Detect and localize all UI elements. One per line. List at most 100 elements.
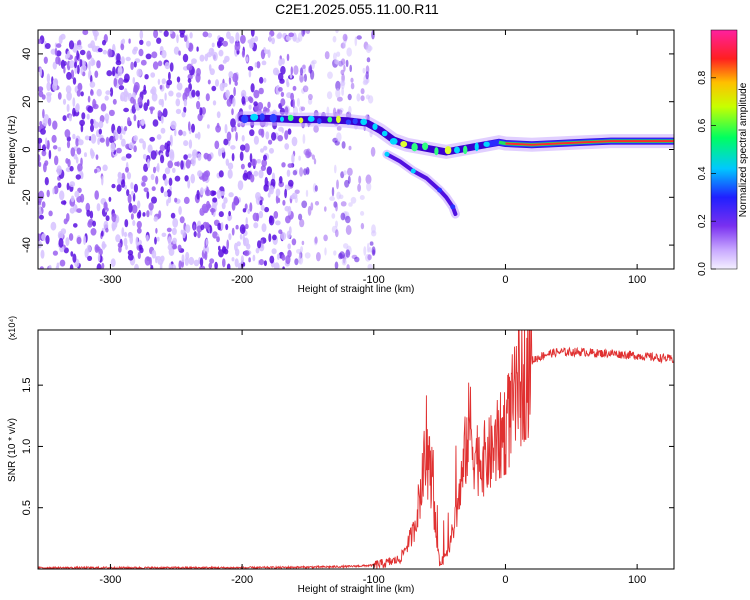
- noise-speck: [164, 167, 171, 175]
- noise-speck: [57, 182, 62, 189]
- noise-speck: [197, 153, 202, 161]
- noise-speck: [285, 255, 291, 265]
- noise-speck: [128, 38, 131, 44]
- noise-speck: [333, 52, 337, 61]
- noise-speck: [223, 197, 228, 204]
- noise-speck: [160, 115, 164, 124]
- noise-speck: [153, 166, 156, 174]
- noise-speck: [96, 203, 101, 212]
- noise-speck: [131, 204, 138, 214]
- noise-speck: [218, 249, 224, 258]
- noise-speck: [123, 237, 128, 247]
- noise-speck: [221, 202, 226, 210]
- noise-speck: [196, 100, 201, 110]
- noise-speck: [199, 187, 204, 196]
- noise-speck: [276, 33, 282, 39]
- noise-speck: [123, 78, 129, 83]
- noise-speck: [248, 257, 251, 263]
- noise-speck: [279, 176, 283, 184]
- noise-speck: [280, 232, 287, 241]
- noise-speck: [287, 243, 292, 250]
- noise-speck: [38, 90, 44, 98]
- noise-speck: [244, 203, 248, 210]
- noise-speck: [40, 128, 46, 135]
- noise-speck: [275, 194, 279, 204]
- track-blob: [454, 146, 460, 154]
- noise-speck: [205, 93, 210, 102]
- noise-speck: [228, 192, 234, 198]
- noise-speck: [127, 232, 133, 239]
- noise-speck: [137, 251, 141, 259]
- noise-speck: [65, 237, 70, 247]
- noise-speck: [117, 125, 122, 135]
- noise-speck: [133, 114, 137, 122]
- noise-speck: [281, 254, 286, 261]
- noise-speck: [153, 30, 159, 39]
- noise-speck: [141, 182, 146, 187]
- noise-speck: [253, 222, 259, 229]
- noise-speck: [335, 88, 341, 99]
- noise-speck: [193, 224, 196, 231]
- noise-speck: [72, 97, 76, 108]
- noise-speck: [145, 53, 152, 60]
- noise-speck: [38, 161, 41, 167]
- noise-speck: [66, 104, 70, 112]
- noise-speck: [187, 78, 192, 84]
- noise-speck: [335, 229, 339, 238]
- noise-speck: [133, 145, 137, 153]
- noise-speck: [166, 143, 171, 153]
- noise-speck: [94, 190, 99, 200]
- noise-speck: [335, 59, 340, 65]
- noise-speck: [140, 119, 146, 125]
- noise-speck: [214, 140, 220, 150]
- noise-speck: [146, 210, 150, 218]
- noise-speck: [143, 163, 149, 172]
- noise-speck: [80, 65, 83, 75]
- noise-speck: [108, 196, 112, 202]
- noise-speck: [343, 64, 346, 72]
- noise-speck: [308, 93, 313, 101]
- noise-speck: [232, 97, 236, 107]
- noise-speck: [167, 244, 174, 251]
- noise-speck: [146, 40, 151, 47]
- noise-speck: [155, 227, 158, 234]
- noise-speck: [191, 58, 197, 64]
- noise-speck: [163, 30, 169, 37]
- noise-speck: [284, 188, 287, 199]
- noise-speck: [345, 215, 351, 224]
- noise-speck: [240, 255, 244, 265]
- noise-speck: [297, 32, 303, 42]
- noise-speck: [247, 66, 254, 71]
- noise-speck: [342, 33, 348, 42]
- noise-speck: [246, 243, 251, 250]
- noise-speck: [181, 111, 186, 118]
- noise-speck: [241, 135, 245, 142]
- noise-speck: [301, 30, 305, 37]
- noise-speck: [345, 249, 351, 258]
- noise-speck: [151, 92, 158, 102]
- noise-speck: [117, 171, 122, 179]
- noise-speck: [150, 173, 155, 181]
- noise-speck: [117, 66, 123, 73]
- noise-speck: [95, 154, 99, 160]
- noise-speck: [98, 120, 104, 129]
- noise-speck: [166, 189, 172, 197]
- noise-speck: [226, 239, 229, 250]
- noise-speck: [86, 113, 90, 120]
- noise-speck: [197, 113, 203, 122]
- noise-speck: [275, 188, 281, 197]
- noise-speck: [39, 266, 44, 269]
- noise-speck: [161, 98, 165, 108]
- noise-speck: [102, 49, 108, 55]
- noise-speck: [181, 254, 185, 263]
- noise-speck: [185, 159, 191, 169]
- noise-speck: [115, 60, 122, 66]
- noise-speck: [195, 73, 201, 83]
- noise-speck: [235, 248, 240, 257]
- noise-speck: [170, 120, 177, 130]
- noise-speck: [115, 234, 121, 243]
- noise-speck: [226, 131, 232, 142]
- noise-speck: [242, 208, 247, 213]
- noise-speck: [52, 78, 59, 87]
- noise-speck: [222, 258, 226, 268]
